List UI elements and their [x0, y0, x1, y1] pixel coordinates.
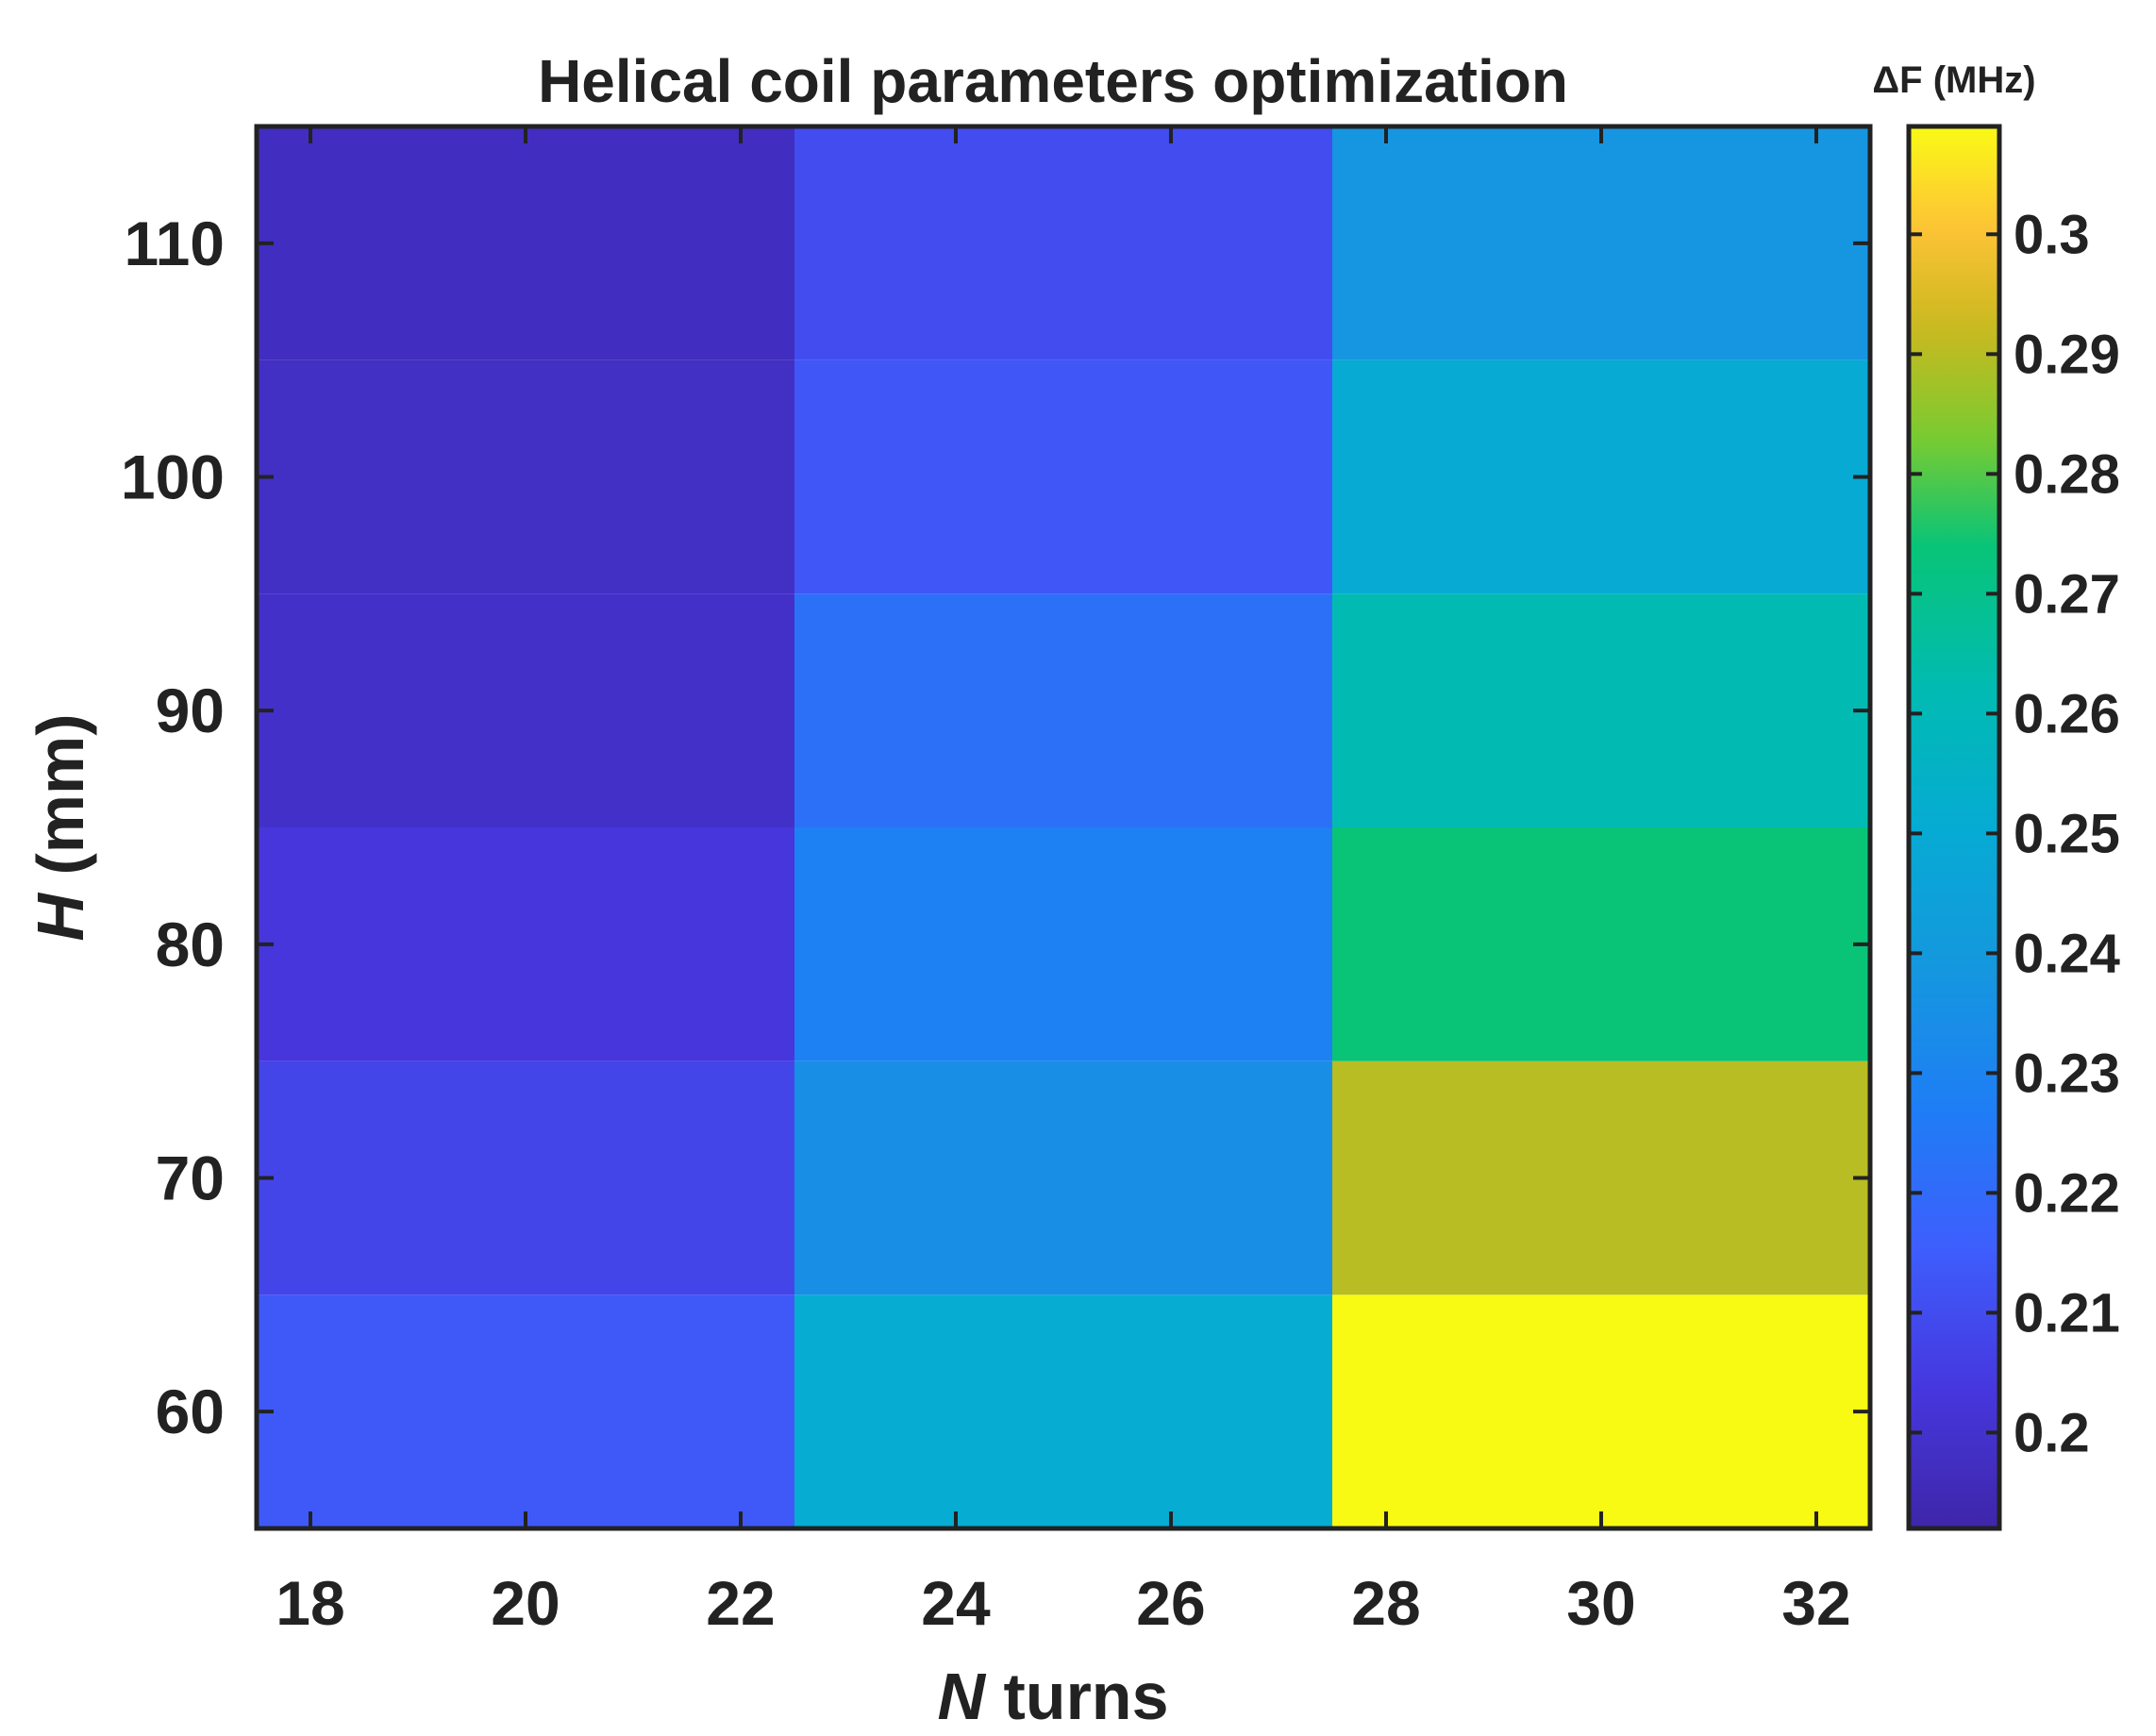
heatmap-cell: [794, 126, 1332, 360]
y-tick-label: 90: [156, 676, 225, 745]
y-axis-title-var: H: [24, 893, 97, 942]
colorbar-tick-label: 0.2: [2014, 1402, 2090, 1463]
heatmap-cell: [257, 1060, 794, 1295]
colorbar-tick-label: 0.22: [2014, 1162, 2120, 1224]
y-axis-title: H (mm): [24, 713, 97, 941]
heatmap-cells: [257, 126, 1870, 1528]
x-axis-title: N turns: [937, 1660, 1168, 1733]
heatmap-cell: [1332, 593, 1870, 827]
colorbar-tick-label: 0.27: [2014, 563, 2120, 625]
colorbar-tick-label: 0.24: [2014, 923, 2120, 984]
colorbar-tick-label: 0.28: [2014, 443, 2120, 505]
x-tick-label: 32: [1781, 1568, 1850, 1638]
heatmap-cell: [1332, 1294, 1870, 1528]
heatmap-cell: [1332, 126, 1870, 360]
colorbar-tick-label: 0.3: [2014, 204, 2090, 265]
colorbar-tick-label: 0.23: [2014, 1043, 2120, 1104]
y-tick-label: 80: [156, 910, 225, 979]
plot-frame: [254, 124, 1873, 1531]
y-tick-label: 60: [156, 1377, 225, 1446]
heatmap-cell: [257, 827, 794, 1061]
y-tick-label: 100: [121, 442, 225, 512]
heatmap-cell: [794, 359, 1332, 594]
x-axis-title-rest: turns: [985, 1660, 1168, 1733]
heatmap-cell: [794, 593, 1332, 827]
colorbar-tick-label: 0.21: [2014, 1282, 2120, 1344]
x-axis-title-var: N: [937, 1660, 986, 1733]
y-axis-title-rest: (mm): [24, 713, 97, 893]
colorbar-tick-label: 0.26: [2014, 683, 2120, 744]
colorbar-axis: 0.2 0.21 0.22 0.23 0.24 0.25 0.26 0.27 0.28 0.29 0…: [1909, 204, 2120, 1463]
heatmap-cell: [257, 126, 794, 360]
heatmap-cell: [257, 593, 794, 827]
x-tick-label: 18: [276, 1568, 344, 1638]
heatmap-cell: [794, 1060, 1332, 1295]
chart-title: Helical coil parameters optimization: [538, 47, 1568, 115]
heatmap-cell: [257, 1294, 794, 1528]
colorbar-tick-label: 0.29: [2014, 324, 2120, 385]
heatmap-cell: [794, 1294, 1332, 1528]
y-tick-label: 70: [156, 1143, 225, 1213]
x-axis: 18 20 22 24 26 28 30 32: [276, 126, 1851, 1638]
heatmap-cell: [257, 359, 794, 594]
colorbar: [1906, 124, 2002, 1531]
x-tick-label: 30: [1566, 1568, 1635, 1638]
y-tick-label: 110: [125, 209, 225, 278]
heatmap-cell: [1332, 827, 1870, 1061]
colorbar-tick-label: 0.25: [2014, 803, 2120, 864]
x-tick-label: 20: [491, 1568, 560, 1638]
colorbar-title: ΔF (MHz): [1872, 59, 2035, 101]
x-tick-label: 26: [1136, 1568, 1205, 1638]
x-tick-label: 22: [706, 1568, 775, 1638]
heatmap-cell: [1332, 1060, 1870, 1295]
y-axis: 60 70 80 90 100 110: [121, 209, 1870, 1446]
x-tick-label: 24: [921, 1568, 991, 1638]
heatmap-cell: [1332, 359, 1870, 594]
x-tick-label: 28: [1351, 1568, 1420, 1638]
heatmap-cell: [794, 827, 1332, 1061]
